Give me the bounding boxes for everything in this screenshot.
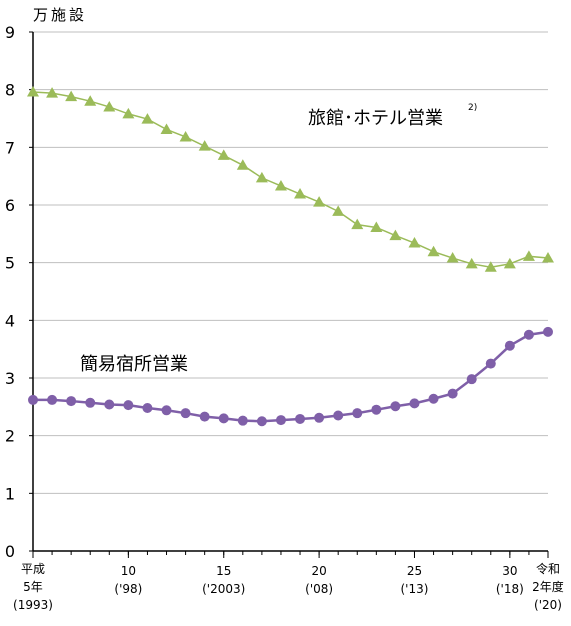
marker: [504, 340, 515, 351]
x-tick-label: 令和 2年度('20): [532, 561, 564, 612]
marker: [409, 398, 420, 409]
x-tick-label: 30 ('18): [496, 564, 524, 596]
marker: [522, 250, 535, 261]
marker: [428, 393, 439, 404]
marker: [27, 85, 39, 97]
marker: [198, 140, 211, 151]
marker: [161, 405, 172, 416]
marker: [103, 100, 116, 112]
marker: [199, 411, 210, 422]
marker: [446, 252, 459, 263]
series-line: [33, 330, 549, 423]
x-tick-label: 25 ('13): [401, 564, 429, 596]
marker: [408, 237, 421, 248]
marker: [352, 408, 363, 419]
x-tick-label: 平成 5年(1993): [13, 562, 53, 612]
marker: [371, 404, 382, 415]
marker: [256, 416, 267, 427]
series-line: [32, 91, 549, 269]
marker: [275, 415, 286, 426]
marker: [123, 400, 134, 411]
y-tick-label: 2: [5, 427, 15, 446]
marker: [179, 130, 192, 142]
marker: [142, 402, 153, 413]
y-tick-label: 9: [5, 23, 15, 42]
marker: [523, 329, 534, 340]
marker: [333, 410, 344, 421]
marker: [294, 188, 307, 199]
marker: [389, 229, 402, 241]
marker: [180, 408, 191, 419]
y-tick-label: 7: [5, 138, 15, 157]
marker: [295, 413, 306, 424]
marker: [313, 196, 326, 207]
y-tick-label: 6: [5, 196, 15, 215]
marker: [237, 415, 248, 426]
series-label-note: 2): [468, 103, 477, 113]
marker: [66, 396, 77, 407]
marker: [84, 95, 97, 106]
marker: [274, 179, 287, 191]
marker: [218, 413, 229, 424]
marker: [46, 87, 59, 98]
marker: [484, 261, 497, 272]
x-tick-label: 20 ('08): [305, 564, 333, 596]
marker: [104, 399, 115, 410]
x-tick-label: 15 ('2003): [202, 564, 245, 596]
y-tick-label: 4: [5, 311, 15, 330]
marker: [255, 171, 268, 183]
marker: [543, 326, 553, 337]
marker: [447, 388, 458, 399]
marker: [217, 149, 230, 160]
marker: [332, 205, 345, 216]
marker: [465, 257, 478, 269]
marker: [236, 159, 249, 170]
marker: [351, 218, 364, 230]
marker: [466, 374, 477, 385]
series-label: 簡易宿所営業: [80, 354, 188, 375]
y-tick-label: 5: [5, 254, 15, 273]
marker: [141, 113, 154, 124]
x-tick-label: 10 ('98): [114, 564, 142, 596]
marker: [122, 107, 135, 119]
marker: [370, 221, 383, 232]
y-tick-label: 3: [5, 369, 15, 388]
marker: [390, 401, 401, 412]
marker: [85, 397, 96, 408]
marker: [65, 90, 78, 102]
y-tick-label: 0: [5, 542, 15, 561]
marker: [427, 245, 440, 257]
marker: [314, 412, 325, 423]
marker: [485, 358, 496, 369]
y-tick-label: 8: [5, 81, 15, 100]
marker: [160, 123, 173, 134]
y-axis-label: 万施設: [33, 6, 87, 24]
marker: [47, 394, 58, 405]
y-tick-label: 1: [5, 484, 15, 503]
marker: [28, 394, 38, 405]
series-label: 旅館･ホテル営業: [308, 108, 443, 129]
marker: [503, 257, 516, 269]
marker: [542, 252, 554, 263]
